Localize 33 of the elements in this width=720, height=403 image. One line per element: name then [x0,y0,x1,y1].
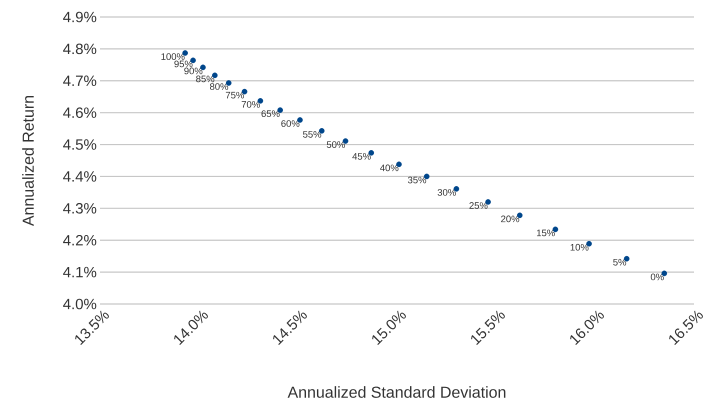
annotation: 5% [613,258,626,266]
annotation: 75% [226,92,244,98]
annotation: 70% [242,101,260,108]
annotation: 15% [536,230,555,236]
annotation: 95% [174,60,193,68]
annotation: 85% [196,76,214,82]
y-tick-label: 4.2% [63,234,96,246]
annotation: 10% [570,244,589,251]
y-tick-label: 4.9% [63,12,96,22]
annotation: 0% [650,274,664,280]
annotation: 90% [184,68,202,74]
y-tick-label: 4.7% [63,76,96,86]
y-axis-title: Annualized Return [22,96,34,226]
annotation: 40% [380,164,398,172]
y-tick-label: 4.5% [63,139,96,150]
y-tick-label: 4.6% [63,107,96,118]
annotation: 30% [438,189,456,196]
y-tick-label: 4.8% [63,44,96,54]
y-tick-label: 4.3% [63,203,96,214]
y-tick-label: 4.1% [63,266,96,278]
annotation: 25% [469,202,488,209]
annotation: 60% [281,120,300,127]
annotation: 20% [501,216,520,222]
annotation: 100% [161,53,185,60]
y-tick-label: 4.4% [63,171,96,182]
x-axis-title: Annualized Standard Deviation [288,386,506,398]
annotation: 65% [262,110,280,118]
annotation: 55% [302,131,322,138]
annotation: 35% [408,176,426,184]
annotation: 45% [352,153,371,160]
y-tick-label: 4.0% [63,298,96,310]
annotation: 80% [210,83,228,90]
annotation: 50% [326,141,345,148]
